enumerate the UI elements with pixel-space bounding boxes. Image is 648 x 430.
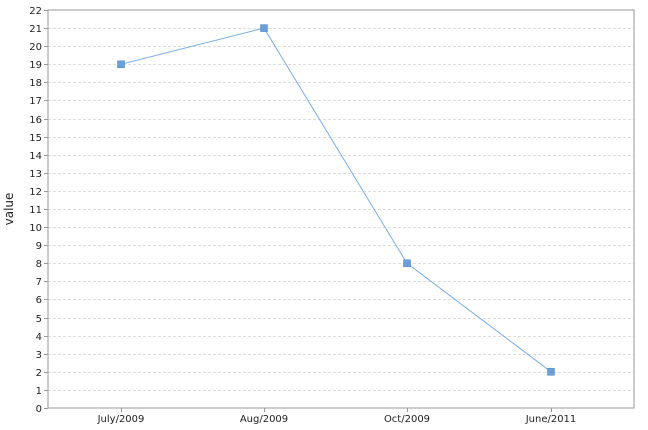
y-tick-label: 3 <box>36 350 42 361</box>
y-tick-label: 9 <box>36 241 42 252</box>
y-tick-label: 6 <box>36 295 42 306</box>
y-tick-label: 8 <box>36 259 42 270</box>
y-tick-label: 5 <box>36 314 42 325</box>
series-group <box>117 24 555 376</box>
y-tick-label: 17 <box>29 96 42 107</box>
y-tick-label: 21 <box>29 24 42 35</box>
x-tick-label: Oct/2009 <box>384 414 430 425</box>
y-tick-label: 11 <box>29 205 42 216</box>
y-axis-label: value <box>2 193 16 226</box>
x-tick-label: July/2009 <box>97 414 145 425</box>
y-tick-label: 20 <box>29 42 42 53</box>
x-tick-label: June/2011 <box>525 414 577 425</box>
series-line <box>120 27 552 373</box>
y-tick-label: 13 <box>29 169 42 180</box>
y-tick-label: 19 <box>29 60 42 71</box>
data-point <box>547 368 555 376</box>
x-axis-ticks: July/2009 Aug/2009 Oct/2009 June/2011 <box>97 408 577 425</box>
data-point <box>260 24 268 32</box>
y-tick-label: 15 <box>29 133 42 144</box>
x-tick-label: Aug/2009 <box>240 414 288 425</box>
data-point <box>403 259 411 268</box>
y-tick-label: 18 <box>29 78 42 89</box>
y-tick-label: 7 <box>36 277 42 288</box>
y-tick-label: 16 <box>29 115 42 126</box>
y-tick-label: 22 <box>29 6 42 17</box>
plot-border <box>47 9 635 409</box>
data-point <box>117 60 125 69</box>
y-tick-label: 10 <box>29 223 42 234</box>
y-tick-label: 14 <box>29 151 42 162</box>
gridlines <box>48 28 634 391</box>
y-tick-label: 2 <box>36 368 42 379</box>
y-tick-label: 4 <box>36 332 42 343</box>
y-tick-label: 1 <box>36 386 42 397</box>
y-tick-label: 0 <box>36 404 42 415</box>
y-tick-label: 12 <box>29 187 42 198</box>
